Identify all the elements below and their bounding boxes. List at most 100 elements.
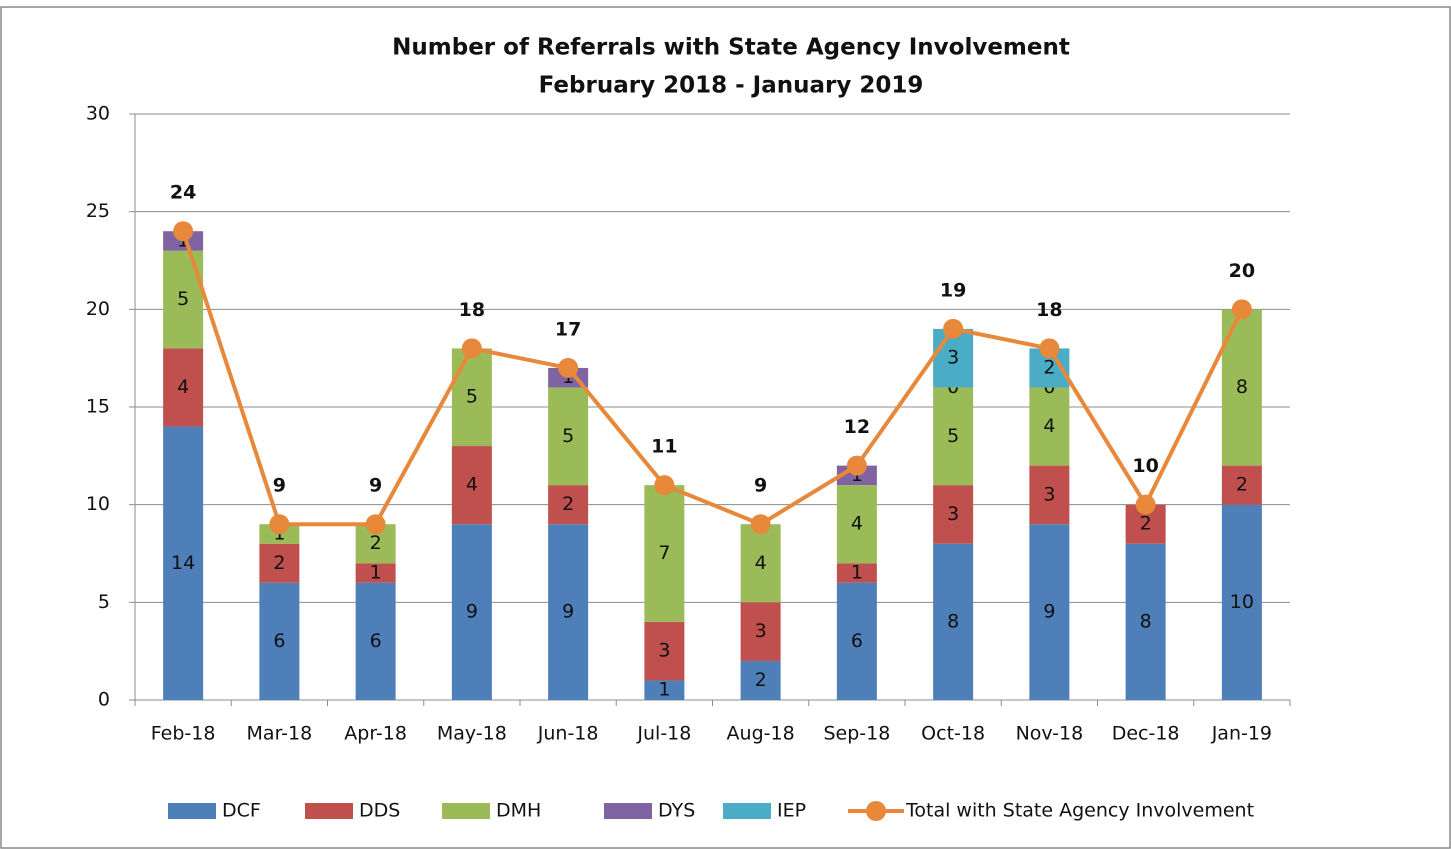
segment-label: 6 (273, 630, 285, 652)
bar-segment (836, 563, 877, 583)
total-label: 9 (369, 475, 382, 497)
x-tick-label: Dec-18 (1112, 723, 1180, 745)
segment-label: 9 (1043, 601, 1055, 623)
legend-label: DDS (359, 800, 400, 822)
y-tick-label: 30 (86, 103, 110, 125)
bar-segment (1221, 504, 1262, 700)
bar-segment (933, 387, 974, 486)
segment-label: 8 (1236, 376, 1248, 398)
legend-label: DCF (222, 800, 261, 822)
segment-label: 9 (466, 601, 478, 623)
total-label: 19 (940, 279, 966, 301)
segment-label: 1 (370, 562, 382, 584)
total-label: 9 (273, 475, 286, 497)
segment-label: 2 (1140, 513, 1152, 535)
bar-segment (644, 485, 685, 622)
segment-label: 1 (658, 679, 670, 701)
x-tick-label: Jun-18 (537, 723, 599, 745)
y-tick-label: 0 (98, 689, 110, 711)
total-label: 11 (651, 436, 677, 458)
bar-segment (163, 348, 204, 427)
segment-label: 6 (851, 630, 863, 652)
segment-label: 2 (370, 532, 382, 554)
x-tick-label: Aug-18 (727, 723, 795, 745)
segment-label: 7 (658, 542, 670, 564)
x-tick-label: Oct-18 (921, 723, 985, 745)
bar-segment (1029, 465, 1070, 525)
bar-segment (1221, 465, 1262, 505)
total-label: 9 (754, 475, 767, 497)
legend-marker (866, 801, 886, 821)
segment-label: 8 (1140, 610, 1152, 632)
segment-label: 6 (370, 630, 382, 652)
legend-swatch (305, 803, 353, 819)
legend-swatch (442, 803, 490, 819)
bar-segment (644, 680, 685, 700)
total-marker (943, 318, 964, 339)
legend-label: Total with State Agency Involvement (905, 800, 1254, 822)
x-tick-label: Jan-19 (1211, 723, 1272, 745)
legend-swatch (723, 803, 771, 819)
segment-label: 2 (755, 669, 767, 691)
segment-label: 3 (755, 620, 767, 642)
segment-label: 2 (562, 493, 574, 515)
y-tick-label: 20 (86, 298, 110, 320)
bar-segment (933, 543, 974, 700)
total-marker (846, 455, 867, 476)
total-label: 12 (844, 416, 870, 438)
bar-segment (740, 660, 781, 700)
segment-label: 4 (755, 552, 767, 574)
bar-segment (1029, 524, 1070, 700)
segment-label: 3 (658, 640, 670, 662)
bar-segment (740, 602, 781, 661)
bar-segment (548, 387, 589, 486)
total-line (181, 230, 1244, 527)
segment-label: 4 (1043, 415, 1055, 437)
x-tick-label: Nov-18 (1016, 723, 1084, 745)
x-tick-label: Jul-18 (636, 723, 691, 745)
bar-segment (836, 582, 877, 700)
total-marker (173, 221, 194, 242)
legend-label: DMH (496, 800, 541, 822)
y-tick-label: 10 (86, 493, 110, 515)
total-marker (461, 338, 482, 359)
x-tick-label: Feb-18 (151, 723, 216, 745)
bar-segment (836, 485, 877, 564)
bar-segment (451, 524, 492, 700)
segment-label: 1 (851, 562, 863, 584)
bar-segment (451, 348, 492, 447)
total-marker (558, 357, 579, 378)
segment-label: 2 (1236, 474, 1248, 496)
bar-segment (259, 543, 300, 583)
segment-label: 4 (466, 474, 478, 496)
y-tick-label: 25 (86, 200, 110, 222)
total-label: 17 (555, 318, 581, 340)
total-marker (1039, 338, 1060, 359)
x-tick-label: Mar-18 (247, 723, 313, 745)
chart-border (0, 6, 1451, 849)
chart-title: Number of Referrals with State Agency In… (392, 35, 1070, 61)
bar-segment (259, 582, 300, 700)
segment-label: 4 (177, 376, 189, 398)
bar-segment (355, 563, 396, 583)
legend-swatch (168, 803, 216, 819)
segment-label: 9 (562, 601, 574, 623)
chart-subtitle: February 2018 - January 2019 (539, 73, 924, 99)
bar-segment (355, 582, 396, 700)
segment-label: 5 (177, 288, 189, 310)
segment-label: 5 (562, 425, 574, 447)
total-marker (269, 514, 290, 535)
x-tick-label: May-18 (437, 723, 507, 745)
total-label: 18 (459, 299, 485, 321)
bar-segment (451, 446, 492, 525)
segment-label: 3 (947, 503, 959, 525)
total-marker (1135, 494, 1156, 515)
total-marker (365, 514, 386, 535)
total-marker (750, 514, 771, 535)
segment-label: 3 (947, 347, 959, 369)
bar-segment (644, 621, 685, 681)
bar-segment (740, 524, 781, 603)
total-label: 24 (170, 182, 196, 204)
bar-segment (548, 524, 589, 700)
